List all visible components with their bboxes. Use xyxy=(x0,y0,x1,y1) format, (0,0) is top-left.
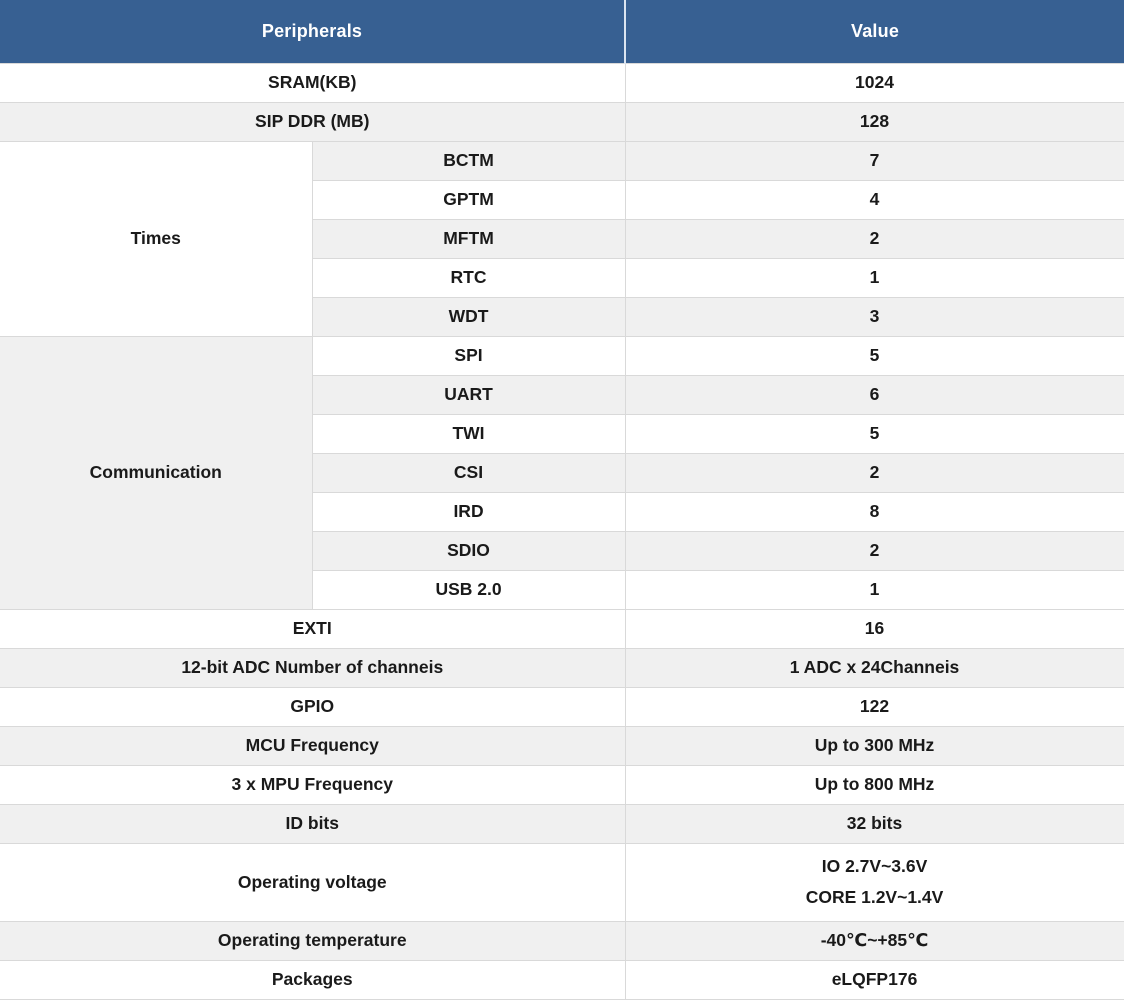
sub-label-cell: BCTM xyxy=(312,140,626,181)
group-label-cell: Communication xyxy=(0,335,313,610)
row-label-cell: Packages xyxy=(0,959,626,1000)
sub-label-cell: IRD xyxy=(312,491,626,532)
row-label-cell: SIP DDR (MB) xyxy=(0,101,626,142)
header-cell-peripherals: Peripherals xyxy=(0,0,626,63)
row-label-cell: EXTI xyxy=(0,608,626,649)
table-row: SRAM(KB) 1024 xyxy=(0,62,1124,103)
sub-label-cell: GPTM xyxy=(312,179,626,220)
table-row: Operating voltage IO 2.7V~3.6V CORE 1.2V~1… xyxy=(0,842,1124,922)
row-label-cell: SRAM(KB) xyxy=(0,62,626,103)
sub-label-cell: RTC xyxy=(312,257,626,298)
row-value-cell: -40℃~+85℃ xyxy=(625,920,1124,961)
sub-label-cell: SPI xyxy=(312,335,626,376)
row-value-cell: 1 xyxy=(625,257,1124,298)
row-value-cell: 5 xyxy=(625,335,1124,376)
row-value-cell: Up to 300 MHz xyxy=(625,725,1124,766)
row-value-cell: 16 xyxy=(625,608,1124,649)
row-value-cell: Up to 800 MHz xyxy=(625,764,1124,805)
table-header: Peripherals Value xyxy=(0,0,1124,63)
table-row: TWI 5 xyxy=(0,413,1124,454)
row-value-cell: 2 xyxy=(625,452,1124,493)
table-body: SRAM(KB) 1024 SIP DDR (MB) 128 Times BCTM 7 GPT… xyxy=(0,62,1124,1000)
value-line: CORE 1.2V~1.4V xyxy=(805,887,944,907)
table-row: 3 x MPU Frequency Up to 800 MHz xyxy=(0,764,1124,805)
table-row: Times BCTM 7 xyxy=(0,140,1124,337)
table-row: ID bits 32 bits xyxy=(0,803,1124,844)
value-line: IO 2.7V~3.6V xyxy=(821,856,928,877)
row-label-cell: 12-bit ADC Number of channeis xyxy=(0,647,626,688)
sub-label-cell: WDT xyxy=(312,296,626,337)
table-row: SDIO 2 xyxy=(0,530,1124,571)
header-row: Peripherals Value xyxy=(0,0,1124,63)
sub-label-cell: SDIO xyxy=(312,530,626,571)
sub-label-cell: MFTM xyxy=(312,218,626,259)
table-row: Packages eLQFP176 xyxy=(0,959,1124,1000)
row-value-cell: 7 xyxy=(625,140,1124,181)
row-value-cell: IO 2.7V~3.6V CORE 1.2V~1.4V xyxy=(625,842,1124,922)
table-row: GPIO 122 xyxy=(0,686,1124,727)
row-value-cell: 4 xyxy=(625,179,1124,220)
table-row: UART 6 xyxy=(0,374,1124,415)
row-label-cell: Operating voltage xyxy=(0,842,626,922)
table-row: MCU Frequency Up to 300 MHz xyxy=(0,725,1124,766)
row-label-cell: ID bits xyxy=(0,803,626,844)
table-row: Operating temperature -40℃~+85℃ xyxy=(0,920,1124,961)
row-label-cell: Operating temperature xyxy=(0,920,626,961)
table-row: CSI 2 xyxy=(0,452,1124,493)
row-value-cell: 1 xyxy=(625,569,1124,610)
row-value-cell: 2 xyxy=(625,218,1124,259)
row-value-cell: 32 bits xyxy=(625,803,1124,844)
group-label-cell: Times xyxy=(0,140,313,337)
row-value-cell: eLQFP176 xyxy=(625,959,1124,1000)
table-row: WDT 3 xyxy=(0,296,1124,337)
sub-label-cell: UART xyxy=(312,374,626,415)
row-value-cell: 8 xyxy=(625,491,1124,532)
row-value-cell: 128 xyxy=(625,101,1124,142)
row-label-cell: MCU Frequency xyxy=(0,725,626,766)
row-value-cell: 5 xyxy=(625,413,1124,454)
sub-label-cell: TWI xyxy=(312,413,626,454)
table-row: EXTI 16 xyxy=(0,608,1124,649)
row-value-cell: 6 xyxy=(625,374,1124,415)
row-value-cell: 1024 xyxy=(625,62,1124,103)
row-value-cell: 2 xyxy=(625,530,1124,571)
row-label-cell: 3 x MPU Frequency xyxy=(0,764,626,805)
table-row: Communication SPI 5 xyxy=(0,335,1124,610)
table-row: 12-bit ADC Number of channeis 1 ADC x 24C… xyxy=(0,647,1124,688)
row-label-cell: GPIO xyxy=(0,686,626,727)
sub-label-cell: USB 2.0 xyxy=(312,569,626,610)
row-value-cell: 122 xyxy=(625,686,1124,727)
row-value-cell: 1 ADC x 24Channeis xyxy=(625,647,1124,688)
table-row: MFTM 2 xyxy=(0,218,1124,259)
header-cell-value: Value xyxy=(624,0,1124,63)
table-row: IRD 8 xyxy=(0,491,1124,532)
sub-label-cell: CSI xyxy=(312,452,626,493)
table-row: RTC 1 xyxy=(0,257,1124,298)
table-row: SIP DDR (MB) 128 xyxy=(0,101,1124,142)
row-value-cell: 3 xyxy=(625,296,1124,337)
